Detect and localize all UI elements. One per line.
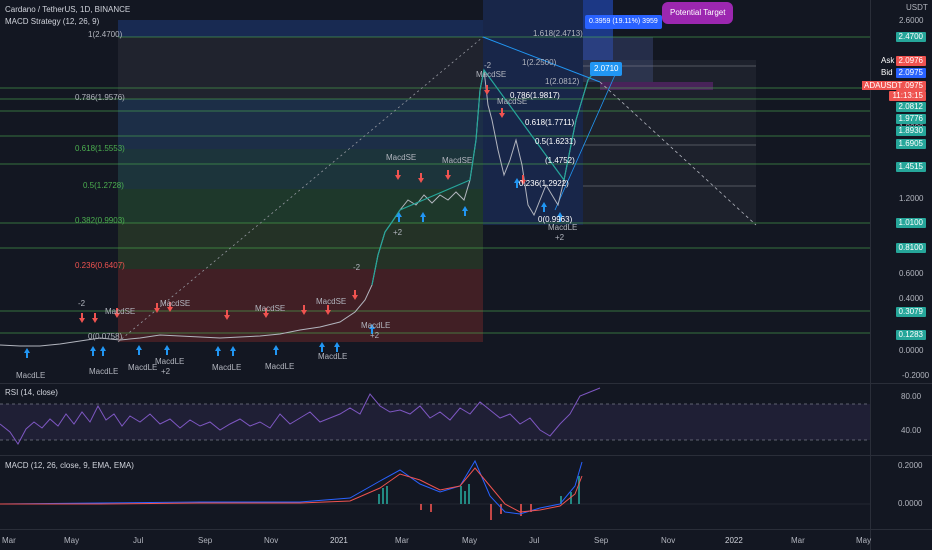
price-tag: 2.4700: [895, 32, 926, 42]
fib-ext-0236: 0.236(1.2922): [519, 179, 569, 188]
signal-label-long: MacdLE: [548, 223, 578, 232]
time-tick: Nov: [264, 536, 279, 545]
signal-label-long: MacdLE: [318, 352, 348, 361]
price-tag: 0.8100: [895, 243, 926, 253]
fib-ext-0: 0(0.9963): [538, 215, 573, 224]
strategy-title: MACD Strategy (12, 26, 9): [5, 17, 100, 26]
time-tick: Mar: [395, 536, 409, 545]
fib-level-0: 0(0.0758): [88, 332, 123, 341]
macd-chart[interactable]: [0, 456, 870, 528]
price-tag: 1.6905: [895, 139, 926, 149]
time-tick: Jul: [529, 536, 540, 545]
time-tick: May: [856, 536, 872, 545]
fib-level-05: 0.5(1.2728): [83, 181, 124, 190]
signal-label-short: MacdSE: [316, 297, 347, 306]
time-tick: May: [462, 536, 478, 545]
fib-ext-1: 1(2.2500): [522, 58, 557, 67]
measure-box[interactable]: 0.3959 (19.11%) 3959: [585, 15, 662, 29]
signal-minus-two: -2: [78, 299, 86, 308]
price-tick: 2.6000: [899, 16, 924, 25]
price-tick: 0.4000: [899, 294, 924, 303]
time-tick: Sep: [198, 536, 213, 545]
macd-tick: 0.0000: [898, 499, 923, 508]
fib-level-0786: 0.786(1.9576): [75, 93, 125, 102]
time-tick: 2022: [725, 536, 743, 545]
fib-level-0236: 0.236(0.6407): [75, 261, 125, 270]
rsi-tick: 40.00: [901, 426, 922, 435]
signal-label-long: MacdLE: [128, 363, 158, 372]
time-tick: Jul: [133, 536, 144, 545]
bid-tag: 2.0975: [895, 68, 926, 78]
rsi-chart[interactable]: [0, 384, 870, 454]
time-tick: May: [64, 536, 80, 545]
countdown-tag: 11:13:15: [889, 91, 926, 101]
ask-label: Ask: [881, 56, 895, 65]
signal-label-short: MacdSE: [386, 153, 417, 162]
fib-ext-0618: 0.618(1.7711): [525, 118, 575, 127]
price-chart[interactable]: [0, 0, 870, 380]
price-tick: -0.2000: [902, 371, 930, 380]
potential-target-callout[interactable]: Potential Target: [662, 2, 734, 24]
signal-label-short: MacdSE: [476, 70, 507, 79]
fib-ext-05: 0.5(1.6231): [535, 137, 576, 146]
signal-label-short: MacdSE: [442, 156, 473, 165]
signal-plus-two: +2: [555, 233, 565, 242]
time-tick: 2021: [330, 536, 348, 545]
fib-ext-0786: 0.786(1.9817): [510, 91, 560, 100]
signal-plus-two: +2: [370, 331, 380, 340]
price-tick: 0.6000: [899, 269, 924, 278]
signal-label-short: MacdSE: [105, 307, 136, 316]
symbol-title: Cardano / TetherUS, 1D, BINANCE: [5, 5, 131, 14]
signal-plus-two: +2: [393, 228, 403, 237]
signal-label-long: MacdLE: [361, 321, 391, 330]
fib-ext-1b: 1(2.0812): [545, 77, 580, 86]
signal-plus-two: +2: [161, 367, 171, 376]
signal-label-long: MacdLE: [89, 367, 119, 376]
fib-level-0382: 0.382(0.9903): [75, 216, 125, 225]
time-axis[interactable]: Mar May Jul Sep Nov 2021 Mar May Jul Sep…: [0, 530, 872, 550]
signal-label-long: MacdLE: [16, 371, 46, 380]
price-tag: 1.9776: [895, 114, 926, 124]
signal-label-long: MacdLE: [265, 362, 295, 371]
time-tick: Nov: [661, 536, 676, 545]
ask-tag: 2.0976: [895, 56, 926, 66]
symbol-tag: ADAUSDT: [862, 81, 905, 90]
signal-label-long: MacdLE: [155, 357, 185, 366]
fib-level-0618: 0.618(1.5553): [75, 144, 125, 153]
time-tick: Sep: [594, 536, 609, 545]
rsi-title: RSI (14, close): [5, 388, 58, 397]
fib-ext-1618: 1.618(2.4713): [533, 29, 583, 38]
fib-level-1: 1(2.4700): [88, 30, 123, 39]
pane-separator[interactable]: [0, 455, 932, 456]
fib-ext-level: (1.4752): [545, 156, 575, 165]
price-tag: 1.0100: [895, 218, 926, 228]
last-price-tag: 2.0975: [895, 81, 926, 91]
signal-minus-two: -2: [353, 263, 361, 272]
signal-label-short: MacdSE: [497, 97, 528, 106]
price-tag: 0.1283: [895, 330, 926, 340]
signal-label-long: MacdLE: [212, 363, 242, 372]
currency-label: USDT: [906, 3, 928, 12]
price-tick: 0.0000: [899, 346, 924, 355]
time-tick: Mar: [791, 536, 805, 545]
signal-label-short: MacdSE: [160, 299, 191, 308]
price-tag: 1.8930: [895, 126, 926, 136]
rsi-tick: 80.00: [901, 392, 922, 401]
bid-label: Bid: [881, 68, 893, 77]
time-axis-border: [0, 529, 932, 530]
signal-minus-two: -2: [484, 61, 492, 70]
macd-title: MACD (12, 26, close, 9, EMA, EMA): [5, 461, 134, 470]
signal-label-short: MacdSE: [255, 304, 286, 313]
price-tag: 0.3079: [895, 307, 926, 317]
time-tick: Mar: [2, 536, 16, 545]
price-tag: 1.4515: [895, 162, 926, 172]
price-tick: 1.2000: [899, 194, 924, 203]
pane-separator[interactable]: [0, 383, 932, 384]
price-box[interactable]: 2.0710: [590, 62, 623, 76]
macd-tick: 0.2000: [898, 461, 923, 470]
price-tag: 2.0812: [895, 102, 926, 112]
